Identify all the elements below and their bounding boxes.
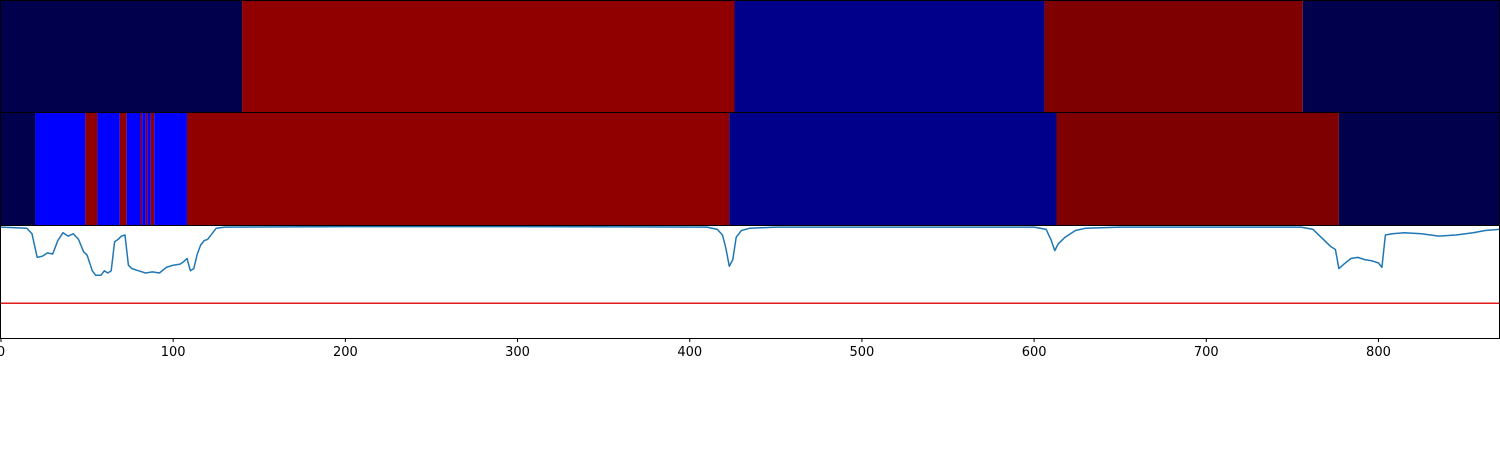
state-segment bbox=[126, 113, 141, 225]
x-tick-label: 0 bbox=[0, 345, 5, 360]
state-segment bbox=[1056, 113, 1339, 225]
probability-series-line bbox=[0, 225, 1500, 277]
state-segment bbox=[142, 113, 146, 225]
x-tick-label: 600 bbox=[1022, 345, 1047, 360]
state-segment bbox=[1044, 1, 1303, 112]
state-segment bbox=[1, 113, 36, 225]
state-segment bbox=[1, 1, 243, 112]
state-segment bbox=[734, 1, 1045, 112]
state-segment bbox=[140, 113, 143, 225]
state-segment bbox=[1338, 113, 1499, 225]
top-state-strip bbox=[0, 0, 1500, 113]
probability-line-panel bbox=[0, 225, 1500, 339]
middle-state-strip bbox=[0, 112, 1500, 226]
state-segment bbox=[186, 113, 730, 225]
x-tick-label: 700 bbox=[1194, 345, 1219, 360]
state-segment bbox=[145, 113, 148, 225]
x-tick-label: 200 bbox=[333, 345, 358, 360]
state-segment bbox=[154, 113, 187, 225]
state-segment bbox=[35, 113, 86, 225]
state-segment bbox=[729, 113, 1057, 225]
x-tick-label: 300 bbox=[505, 345, 530, 360]
panel-frame bbox=[0, 225, 1500, 339]
state-segment bbox=[1302, 1, 1499, 112]
x-axis: 0 100 200 300 400 500 600 700 800 bbox=[0, 338, 1391, 360]
x-tick-label: 100 bbox=[161, 345, 186, 360]
x-tick-label: 500 bbox=[850, 345, 875, 360]
state-segment bbox=[242, 1, 735, 112]
state-segment bbox=[119, 113, 127, 225]
state-segment bbox=[97, 113, 120, 225]
state-segment bbox=[150, 113, 155, 225]
x-tick-label: 800 bbox=[1366, 345, 1391, 360]
x-tick-label: 400 bbox=[677, 345, 702, 360]
state-segment bbox=[147, 113, 151, 225]
state-segment bbox=[85, 113, 98, 225]
